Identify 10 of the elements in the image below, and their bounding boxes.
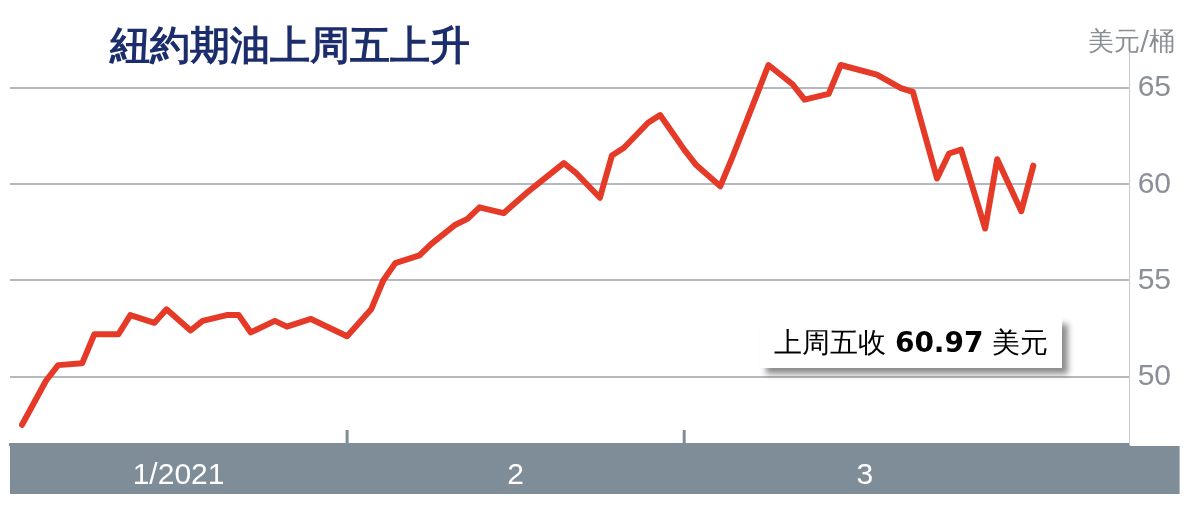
x-tick-label: 1/2021 — [132, 457, 225, 491]
y-tick-label: 60 — [1137, 165, 1172, 199]
chart-title: 紐約期油上周五上升 — [110, 21, 470, 70]
y-tick-label: 55 — [1137, 261, 1172, 295]
y-tick-label: 65 — [1137, 69, 1172, 103]
annotation: 上周五收 60.97 美元 — [760, 318, 1063, 368]
y-axis-title: 美元/桶 — [1088, 25, 1175, 58]
y-tick-label: 50 — [1137, 357, 1172, 391]
x-tick-label: 2 — [507, 457, 524, 491]
x-tick-label: 3 — [856, 457, 874, 491]
